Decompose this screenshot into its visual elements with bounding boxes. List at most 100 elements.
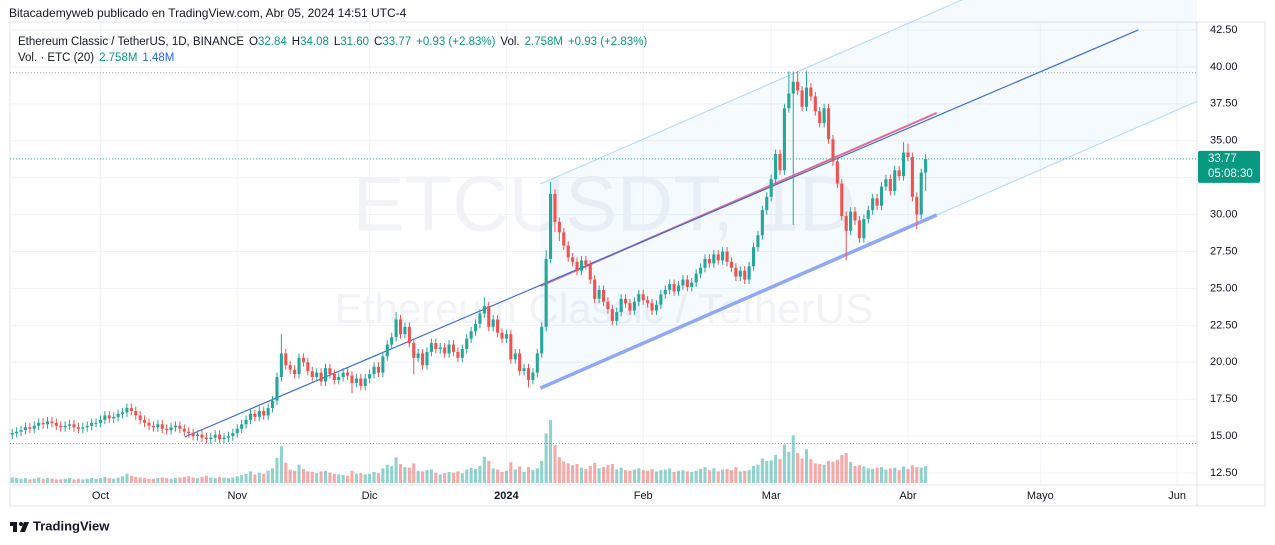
volume-pane: [10, 420, 928, 483]
candle-body: [315, 372, 319, 378]
volume-bar: [187, 476, 191, 483]
volume-bar: [319, 471, 323, 483]
volume-bar: [681, 470, 685, 483]
legend-item: Ethereum Classic / TetherUS, 1D, BINANCE: [18, 36, 244, 48]
candle-body: [407, 326, 411, 344]
volume-bar: [571, 465, 575, 483]
volume-bar: [271, 468, 275, 483]
candle-body: [376, 366, 380, 373]
volume-bar: [341, 475, 345, 483]
candle-body: [394, 319, 398, 338]
channel-upper: [540, 0, 963, 185]
candle-body: [319, 372, 323, 382]
volume-bar: [50, 478, 54, 483]
volume-bar: [244, 473, 248, 483]
candle-body: [443, 347, 447, 354]
candle-body: [840, 183, 844, 217]
candle-body: [103, 415, 107, 420]
candle-body: [562, 232, 566, 246]
volume-bar: [209, 477, 213, 483]
volume-bar: [540, 460, 544, 483]
candle-body: [707, 258, 711, 264]
candle-body: [747, 266, 751, 280]
volume-bar: [98, 478, 103, 483]
candle-body: [68, 424, 72, 426]
candle-body: [676, 285, 681, 292]
candle-body: [341, 372, 345, 378]
candle-body: [354, 378, 358, 383]
volume-bar: [323, 470, 328, 483]
volume-bar: [231, 477, 235, 483]
candle-body: [615, 312, 619, 321]
volume-bar: [575, 464, 579, 483]
volume-bar: [482, 456, 486, 483]
candle-body: [147, 422, 151, 426]
volume-bar: [412, 463, 416, 483]
legend-item: Vol.: [500, 36, 519, 48]
candle-body: [59, 425, 63, 428]
volume-bar: [200, 476, 204, 483]
volume-bar: [650, 468, 654, 483]
volume-bar: [818, 464, 822, 483]
candle-body: [637, 294, 641, 302]
volume-bar: [425, 470, 429, 483]
candle-body: [94, 422, 98, 424]
candle-body: [368, 374, 372, 379]
candle-body: [504, 334, 508, 339]
volume-bar: [875, 467, 879, 483]
candle-body: [421, 353, 425, 366]
candle-body: [822, 108, 826, 124]
volume-bar: [63, 478, 67, 483]
candle-body: [72, 424, 76, 428]
candle-body: [879, 186, 884, 206]
candle-body: [690, 282, 694, 287]
candle-body: [381, 356, 385, 373]
trendline: [184, 29, 1139, 438]
candle-body: [791, 81, 795, 94]
volume-bar: [716, 471, 720, 483]
volume-bar: [363, 474, 367, 483]
legend-item: 32.84: [258, 36, 287, 48]
legend-item: O: [249, 36, 258, 48]
volume-bar: [809, 459, 813, 483]
x-tick-label: Jun: [1168, 490, 1186, 502]
volume-bar: [116, 477, 120, 483]
candle-body: [359, 378, 363, 386]
volume-bar: [765, 460, 769, 483]
candle-body: [173, 425, 178, 428]
price-label-box: [1198, 150, 1260, 183]
candle-body: [460, 348, 464, 358]
volume-bar: [434, 472, 438, 483]
brand-logo: [10, 522, 29, 532]
volume-bar: [526, 467, 531, 483]
volume-bar: [544, 433, 548, 483]
volume-bar: [125, 473, 129, 483]
axes: 12.50 15.00 17.50 20.00 22.50 25.00 27.50 30.00…: [10, 24, 1260, 502]
candle-body: [337, 377, 341, 380]
candle-body: [796, 81, 800, 91]
candle-body: [469, 331, 473, 339]
price-label: 33.77: [1208, 153, 1237, 165]
volume-bar: [615, 469, 619, 483]
candle-body: [491, 319, 495, 327]
candle-body: [915, 196, 919, 215]
y-tick-label: 12.50: [1210, 467, 1238, 479]
volume-bar: [32, 478, 36, 483]
candle-body: [646, 300, 650, 304]
candle-body: [385, 344, 389, 357]
candle-body: [456, 351, 460, 358]
candle-body: [654, 304, 658, 311]
volume-bar: [266, 470, 270, 483]
volume-bar: [624, 470, 628, 483]
candle-body: [804, 87, 809, 107]
volume-bar: [738, 471, 742, 483]
candle-body: [165, 428, 169, 431]
volume-bar: [332, 473, 336, 483]
volume-bar: [822, 464, 826, 483]
volume-bar: [257, 472, 261, 483]
candle-body: [663, 289, 667, 295]
candle-body: [522, 368, 526, 372]
volume-bar: [147, 478, 151, 483]
volume-bar: [897, 470, 901, 483]
